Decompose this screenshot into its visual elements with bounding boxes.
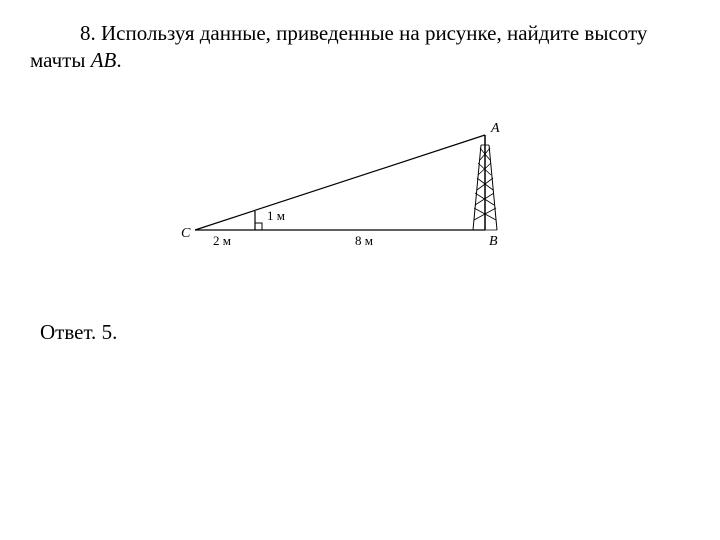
label-1m: 1 м	[267, 208, 285, 223]
geometry-diagram: A B C 1 м 2 м 8 м	[175, 120, 555, 270]
problem-statement: 8. Используя данные, приведенные на рису…	[30, 20, 680, 75]
label-c: C	[181, 226, 191, 241]
label-8m: 8 м	[355, 233, 373, 248]
label-2m: 2 м	[213, 233, 231, 248]
label-a: A	[490, 121, 500, 136]
label-b: B	[489, 234, 498, 249]
problem-number: 8.	[80, 21, 96, 45]
problem-text-1: Используя данные, приведенные на рисунке…	[30, 21, 647, 72]
answer-label: Ответ.	[40, 320, 102, 344]
problem-text-2: .	[116, 48, 121, 72]
hypotenuse-line	[195, 135, 485, 230]
right-angle-marker	[255, 223, 262, 230]
answer-value: 5.	[102, 320, 118, 344]
diagram-svg: A B C 1 м 2 м 8 м	[175, 120, 555, 270]
answer: Ответ. 5.	[40, 320, 117, 345]
problem-variable: AB	[91, 48, 117, 72]
